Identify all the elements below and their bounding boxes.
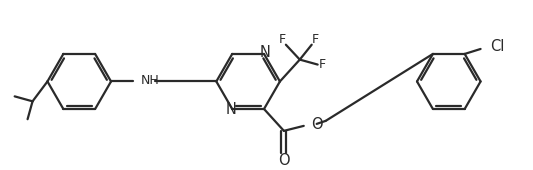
Text: Cl: Cl bbox=[490, 39, 505, 54]
Text: NH: NH bbox=[141, 74, 159, 87]
Text: N: N bbox=[260, 45, 270, 61]
Text: F: F bbox=[312, 33, 319, 46]
Text: O: O bbox=[311, 117, 322, 132]
Text: F: F bbox=[319, 58, 326, 71]
Text: F: F bbox=[278, 33, 286, 46]
Text: N: N bbox=[226, 103, 237, 117]
Text: O: O bbox=[278, 153, 290, 168]
